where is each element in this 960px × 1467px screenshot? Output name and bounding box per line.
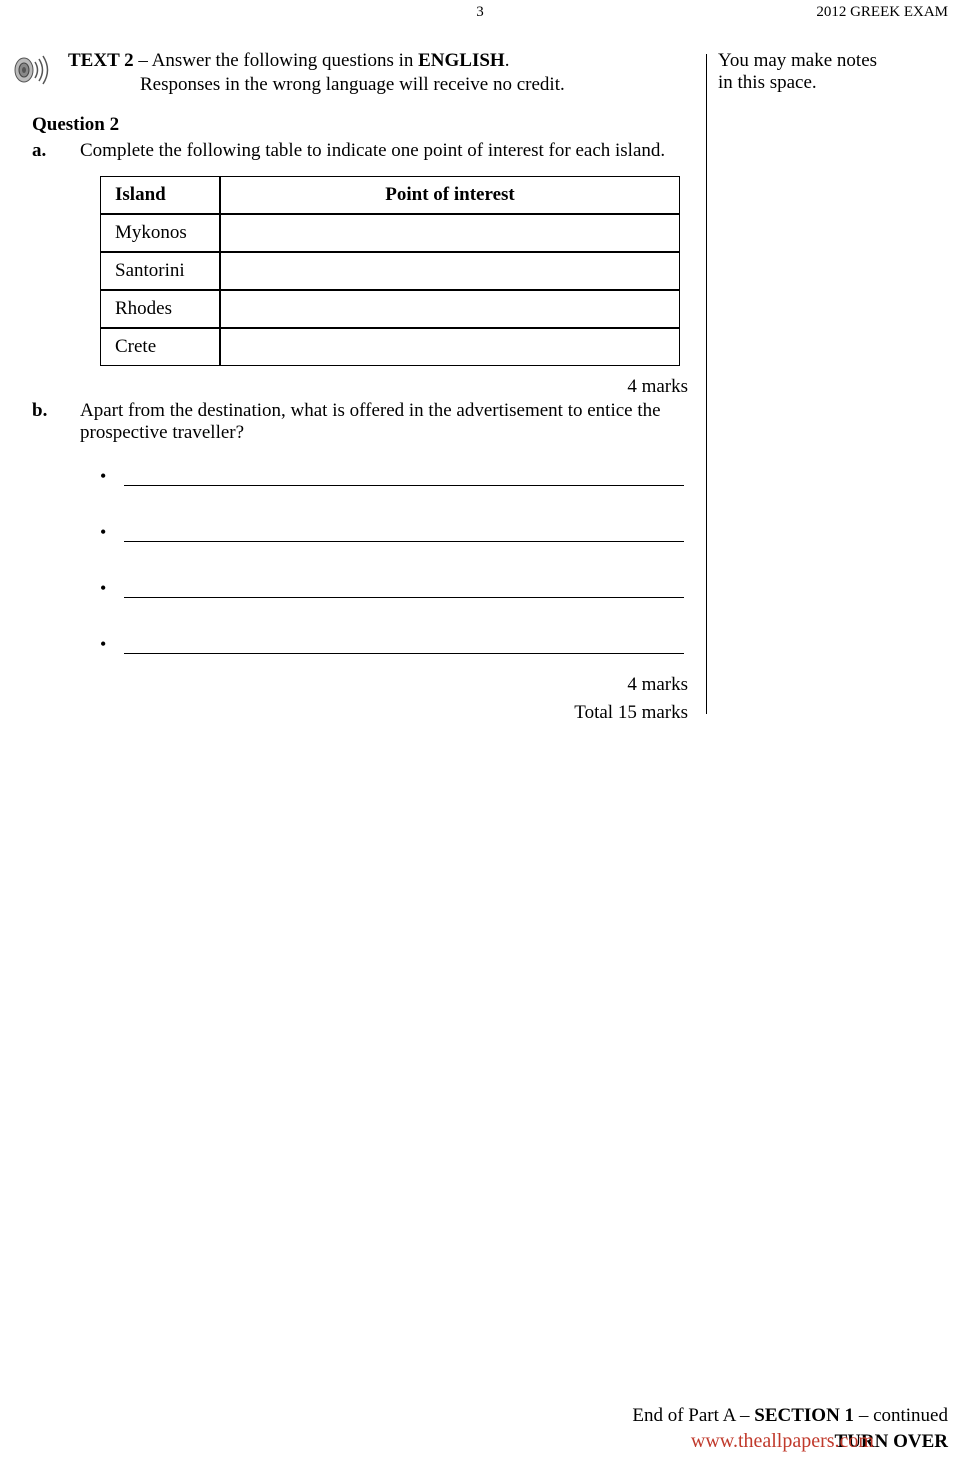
table-cell-poi[interactable] (220, 252, 680, 290)
marks-a: 4 marks (10, 376, 700, 398)
notes-sidebar: You may make notes in this space. (718, 50, 948, 94)
bullet-item (100, 580, 700, 598)
bullet-item (100, 636, 700, 654)
text2-dash: – (134, 50, 152, 71)
table-header-poi: Point of interest (220, 176, 680, 214)
text2-line1: TEXT 2 – Answer the following questions … (68, 50, 700, 72)
text2-prefix: TEXT 2 (68, 50, 134, 71)
text2-line2: Responses in the wrong language will rec… (140, 74, 700, 96)
footer-plain1: End of Part A – (632, 1405, 754, 1426)
answer-line[interactable] (124, 524, 684, 542)
part-b-letter: b. (10, 400, 80, 444)
part-a-letter: a. (10, 140, 80, 162)
page-number: 3 (476, 4, 484, 21)
bullet-item (100, 468, 700, 486)
part-a: a. Complete the following table to indic… (10, 140, 700, 162)
table-row: Mykonos (100, 214, 680, 252)
main-content: TEXT 2 – Answer the following questions … (10, 50, 700, 724)
question-label: Question 2 (32, 114, 700, 136)
part-a-text: Complete the following table to indicate… (80, 140, 700, 162)
text2-english: ENGLISH (418, 50, 505, 71)
bullet-item (100, 524, 700, 542)
table-cell-poi[interactable] (220, 328, 680, 366)
notes-line2: in this space. (718, 72, 948, 94)
answer-line[interactable] (124, 580, 684, 598)
answer-bullets (100, 468, 700, 654)
table-cell-island: Rhodes (100, 290, 220, 328)
text2-period: . (505, 50, 510, 71)
text2-line1-rest: Answer the following questions in (152, 50, 419, 71)
table-cell-island: Crete (100, 328, 220, 366)
island-table: Island Point of interest Mykonos Santori… (100, 176, 680, 366)
part-b-text: Apart from the destination, what is offe… (80, 400, 700, 444)
footer-bold: SECTION 1 (754, 1405, 854, 1426)
table-row: Crete (100, 328, 680, 366)
marks-b: 4 marks (10, 674, 700, 696)
table-cell-poi[interactable] (220, 214, 680, 252)
answer-line[interactable] (124, 468, 684, 486)
table-header-island: Island (100, 176, 220, 214)
table-row: Santorini (100, 252, 680, 290)
table-row: Rhodes (100, 290, 680, 328)
footer-plain2: – continued (854, 1405, 948, 1426)
notes-divider (706, 54, 707, 714)
text2-instructions: TEXT 2 – Answer the following questions … (68, 50, 700, 96)
table-header-row: Island Point of interest (100, 176, 680, 214)
answer-line[interactable] (124, 636, 684, 654)
notes-line1: You may make notes (718, 50, 948, 72)
speaker-icon (10, 50, 50, 90)
table-cell-island: Santorini (100, 252, 220, 290)
footer: End of Part A – SECTION 1 – continued (632, 1405, 948, 1427)
table-cell-poi[interactable] (220, 290, 680, 328)
exam-header: 2012 GREEK EXAM (816, 4, 948, 21)
watermark: www.theallpapers.com (691, 1430, 874, 1453)
total-marks: Total 15 marks (10, 702, 700, 724)
table-cell-island: Mykonos (100, 214, 220, 252)
part-b: b. Apart from the destination, what is o… (10, 400, 700, 444)
